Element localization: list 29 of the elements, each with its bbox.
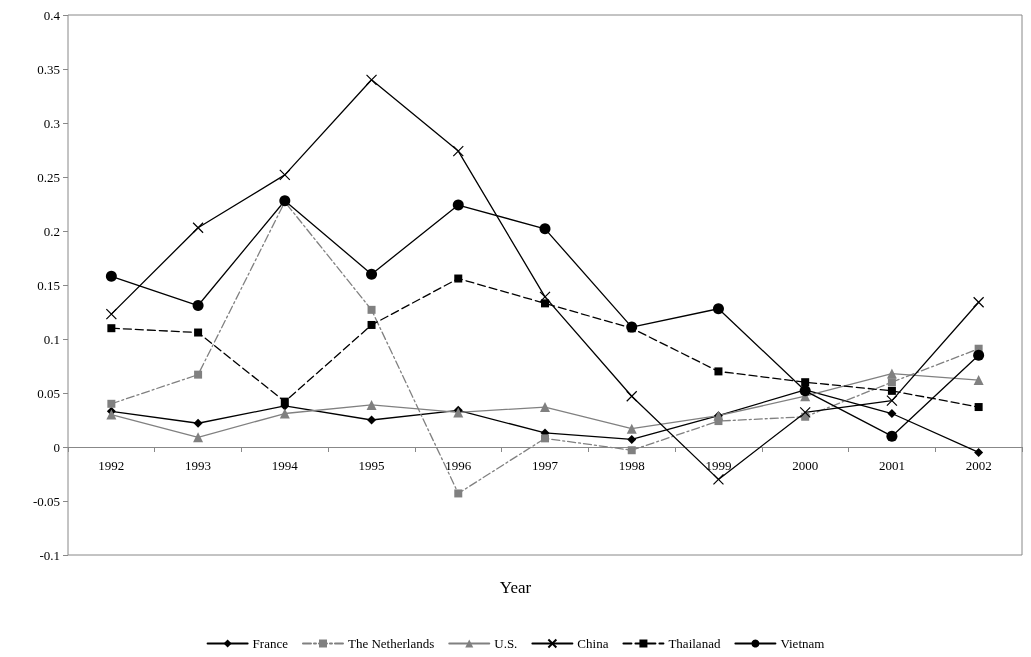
x-tick-label: 1997 <box>532 458 559 473</box>
x-tick-label: 1995 <box>358 458 385 473</box>
legend-label: China <box>577 636 609 651</box>
x-tick-label: 1999 <box>705 458 732 473</box>
x-tick-label: 1992 <box>98 458 125 473</box>
y-tick-label: 0 <box>53 439 60 455</box>
y-tick-label: -0.05 <box>32 493 60 509</box>
x-tick-label: 1994 <box>271 458 299 473</box>
x-tick-label: 1993 <box>185 458 212 473</box>
y-tick-label: 0.25 <box>37 169 60 185</box>
legend-label: Thailanad <box>668 636 721 651</box>
legend-label: France <box>252 636 289 651</box>
y-tick-label: -0.1 <box>39 547 60 563</box>
y-tick-label: 0.2 <box>43 223 60 239</box>
y-tick-label: 0.05 <box>37 385 60 401</box>
x-tick-label: 1996 <box>445 458 472 473</box>
x-tick-label: 1998 <box>618 458 645 473</box>
x-tick-label: 2000 <box>792 458 819 473</box>
legend-label: The Netherlands <box>347 636 435 651</box>
y-tick-label: 0.1 <box>43 331 60 347</box>
y-tick-label: 0.15 <box>37 277 60 293</box>
x-axis-title: Year <box>499 578 532 597</box>
y-tick-label: 0.35 <box>37 61 60 77</box>
legend-label: U.S. <box>494 636 518 651</box>
y-tick-label: 0.3 <box>43 115 60 131</box>
x-tick-label: 2002 <box>965 458 992 473</box>
legend-label: Vietnam <box>780 636 825 651</box>
x-tick-label: 2001 <box>878 458 905 473</box>
y-tick-label: 0.4 <box>43 7 61 23</box>
